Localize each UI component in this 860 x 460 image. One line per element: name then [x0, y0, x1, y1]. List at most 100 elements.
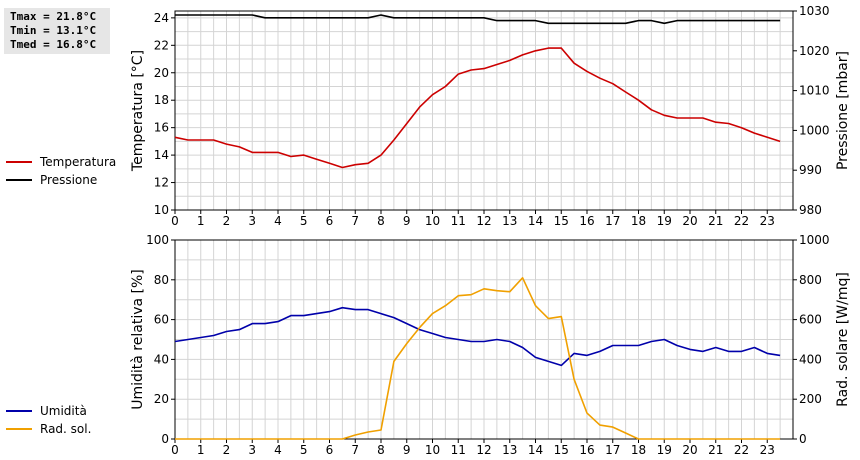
x-tick-label: 5 — [300, 214, 308, 228]
x-tick-label: 5 — [300, 443, 308, 457]
x-tick-label: 7 — [351, 443, 359, 457]
legend-label-rad-sol: Rad. sol. — [40, 422, 92, 436]
series-line-temperatura — [174, 47, 781, 169]
y-tick-label-right: 990 — [799, 163, 822, 177]
legend-item-pressione: Pressione — [6, 171, 116, 189]
y-tick-label-right: 400 — [799, 352, 822, 366]
legend-swatch-rad-sol — [6, 428, 32, 430]
x-tick-label: 1 — [197, 214, 205, 228]
legend-label-pressione: Pressione — [40, 173, 98, 187]
x-tick-label: 16 — [579, 214, 594, 228]
x-tick-label: 11 — [451, 214, 466, 228]
y-tick-label-right: 1030 — [799, 4, 830, 18]
y-tick-label-right: 0 — [799, 432, 807, 446]
x-tick-label: 2 — [223, 214, 231, 228]
y-tick-label-right: 980 — [799, 203, 822, 217]
y-tick-label-right: 200 — [799, 392, 822, 406]
x-tick-label: 9 — [403, 214, 411, 228]
x-tick-label: 20 — [682, 214, 697, 228]
y-tick-label-left: 12 — [154, 176, 169, 190]
y-tick-label-left: 20 — [154, 392, 169, 406]
x-tick-label: 8 — [377, 443, 385, 457]
y-tick-label-left: 80 — [154, 273, 169, 287]
x-tick-label: 10 — [425, 214, 440, 228]
tmin-label: Tmin = 13.1°C — [10, 24, 97, 37]
x-tick-label: 15 — [554, 443, 569, 457]
x-tick-label: 0 — [171, 214, 179, 228]
y-tick-label-left: 24 — [154, 11, 169, 25]
x-tick-label: 11 — [451, 443, 466, 457]
series-line-umidit — [174, 306, 781, 367]
x-tick-label: 16 — [579, 443, 594, 457]
legend-swatch-umidita — [6, 410, 32, 412]
tmed-label: Tmed = 16.8°C — [10, 38, 97, 51]
x-tick-label: 10 — [425, 443, 440, 457]
x-tick-label: 19 — [657, 443, 672, 457]
y-tick-label-left: 22 — [154, 38, 169, 52]
legend-item-temperatura: Temperatura — [6, 153, 116, 171]
x-tick-label: 17 — [605, 214, 620, 228]
legend-item-umidita: Umidità — [6, 402, 91, 420]
x-tick-label: 6 — [326, 214, 334, 228]
y-tick-label-right: 1000 — [799, 123, 830, 137]
y-tick-label-right: 800 — [799, 273, 822, 287]
x-tick-label: 13 — [502, 214, 517, 228]
x-tick-label: 18 — [631, 214, 646, 228]
y-tick-label-right: 600 — [799, 313, 822, 327]
x-tick-label: 9 — [403, 443, 411, 457]
x-tick-label: 17 — [605, 443, 620, 457]
x-tick-label: 15 — [554, 214, 569, 228]
y-tick-label-left: 16 — [154, 121, 169, 135]
series-line-rad-sol — [175, 276, 781, 440]
x-tick-label: 6 — [326, 443, 334, 457]
legend-top: Temperatura Pressione — [6, 153, 116, 189]
legend-bottom: Umidità Rad. sol. — [6, 402, 91, 438]
y-axis-label-right: Pressione [mbar] — [835, 51, 851, 170]
tmax-label: Tmax = 21.8°C — [10, 10, 97, 23]
y-tick-label-left: 40 — [154, 352, 169, 366]
x-tick-label: 12 — [476, 443, 491, 457]
legend-swatch-pressione — [6, 179, 32, 181]
x-tick-label: 0 — [171, 443, 179, 457]
y-axis-label-right: Rad. solare [W/mq] — [835, 272, 851, 407]
y-tick-label-left: 14 — [154, 148, 169, 162]
x-tick-label: 23 — [760, 443, 775, 457]
legend-label-temperatura: Temperatura — [40, 155, 117, 169]
x-tick-label: 19 — [657, 214, 672, 228]
x-tick-label: 7 — [351, 214, 359, 228]
legend-swatch-temperatura — [6, 161, 32, 163]
x-tick-label: 18 — [631, 443, 646, 457]
x-tick-label: 3 — [248, 443, 256, 457]
x-tick-label: 12 — [476, 214, 491, 228]
x-tick-label: 22 — [734, 443, 749, 457]
y-tick-label-right: 1020 — [799, 44, 830, 58]
y-tick-label-left: 10 — [154, 203, 169, 217]
x-tick-label: 20 — [682, 443, 697, 457]
series-line-pressione — [175, 14, 781, 25]
x-tick-label: 21 — [708, 443, 723, 457]
y-tick-label-right: 1010 — [799, 84, 830, 98]
y-tick-label-left: 20 — [154, 66, 169, 80]
y-tick-label-left: 60 — [154, 313, 169, 327]
x-tick-label: 8 — [377, 214, 385, 228]
y-tick-label-left: 100 — [146, 233, 169, 247]
y-tick-label-left: 0 — [161, 432, 169, 446]
y-tick-label-left: 18 — [154, 93, 169, 107]
x-tick-label: 21 — [708, 214, 723, 228]
x-tick-label: 14 — [528, 214, 543, 228]
x-tick-label: 22 — [734, 214, 749, 228]
legend-label-umidita: Umidità — [40, 404, 87, 418]
x-tick-label: 4 — [274, 214, 282, 228]
y-axis-label-left: Umidità relativa [%] — [130, 269, 146, 410]
x-tick-label: 13 — [502, 443, 517, 457]
x-tick-label: 3 — [248, 214, 256, 228]
stats-box: Tmax = 21.8°C Tmin = 13.1°C Tmed = 16.8°… — [4, 8, 110, 54]
y-tick-label-right: 1000 — [799, 233, 830, 247]
x-tick-label: 1 — [197, 443, 205, 457]
x-tick-label: 2 — [223, 443, 231, 457]
x-tick-label: 23 — [760, 214, 775, 228]
x-tick-label: 14 — [528, 443, 543, 457]
y-axis-label-left: Temperatura [°C] — [130, 50, 146, 172]
x-tick-label: 4 — [274, 443, 282, 457]
